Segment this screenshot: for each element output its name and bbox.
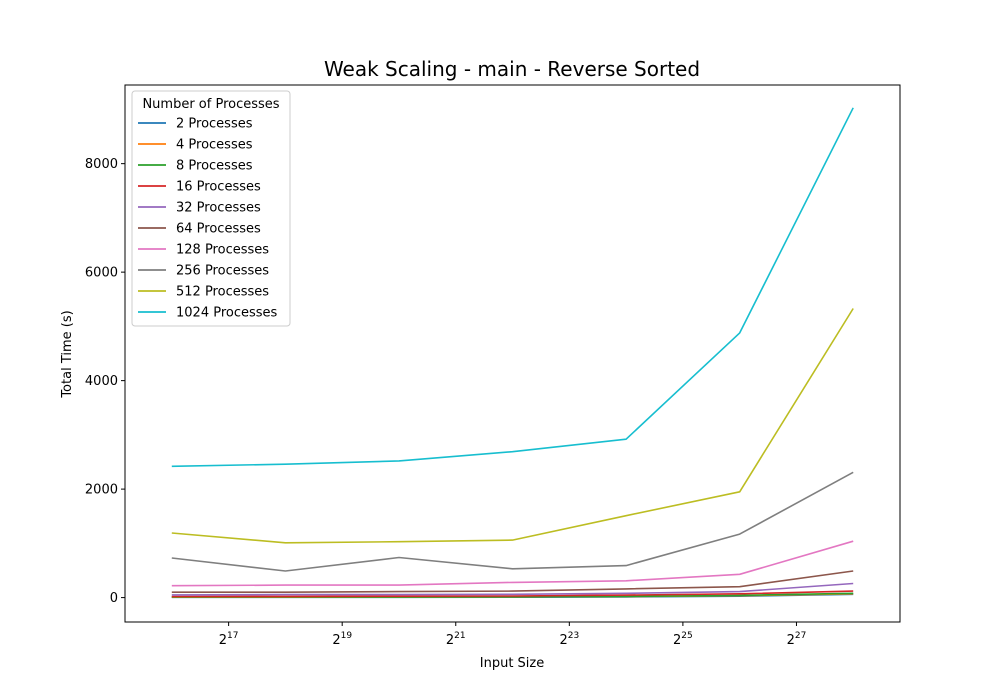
y-tick-label-2: 4000 — [85, 374, 118, 389]
y-axis-ticks: 0 2000 4000 6000 8000 — [85, 157, 125, 606]
series-line-4 — [171, 582, 854, 596]
x-tick-label-3: 223 — [559, 631, 579, 648]
y-tick-label-0: 0 — [110, 591, 118, 606]
chart-title: Weak Scaling - main - Reverse Sorted — [324, 57, 700, 81]
legend-entries: 2 Processes 4 Processes 8 Processes 16 Proc… — [138, 117, 278, 321]
legend-title: Number of Processes — [142, 97, 279, 112]
series-line-6 — [171, 540, 854, 587]
legend-label-8: 512 Processes — [176, 285, 269, 300]
legend-label-7: 256 Processes — [176, 264, 269, 279]
legend-label-1: 4 Processes — [176, 138, 253, 153]
x-tick-label-0: 217 — [219, 631, 239, 648]
x-tick-label-5: 227 — [787, 631, 807, 648]
legend-label-0: 2 Processes — [176, 117, 253, 132]
y-axis-label: Total Time (s) — [60, 310, 75, 398]
x-tick-label-4: 225 — [673, 631, 693, 648]
legend-label-4: 32 Processes — [176, 201, 261, 216]
y-tick-label-1: 2000 — [85, 483, 118, 498]
axes-frame — [124, 84, 901, 623]
x-axis-label: Input Size — [480, 656, 544, 671]
legend-box — [131, 90, 291, 327]
legend: Number of Processes 2 Processes 4 Process… — [131, 90, 291, 327]
series-line-7 — [171, 471, 854, 572]
series-line-8 — [171, 308, 854, 544]
legend-label-2: 8 Processes — [176, 159, 253, 174]
legend-label-5: 64 Processes — [176, 222, 261, 237]
x-axis-ticks: 217 219 221 223 225 227 — [219, 622, 807, 648]
series-line-9 — [171, 107, 854, 468]
legend-label-9: 1024 Processes — [176, 306, 278, 321]
legend-label-6: 128 Processes — [176, 243, 269, 258]
x-tick-label-2: 221 — [446, 631, 466, 648]
plot-area: 217 219 221 223 225 227 0 2000 4000 6000 8000 — [85, 84, 901, 648]
y-tick-label-3: 6000 — [85, 266, 118, 281]
y-tick-label-4: 8000 — [85, 157, 118, 172]
series-layer — [171, 107, 854, 599]
series-line-5 — [171, 570, 854, 594]
series-line-3 — [171, 590, 854, 598]
x-tick-label-1: 219 — [332, 631, 352, 648]
legend-label-3: 16 Processes — [176, 180, 261, 195]
